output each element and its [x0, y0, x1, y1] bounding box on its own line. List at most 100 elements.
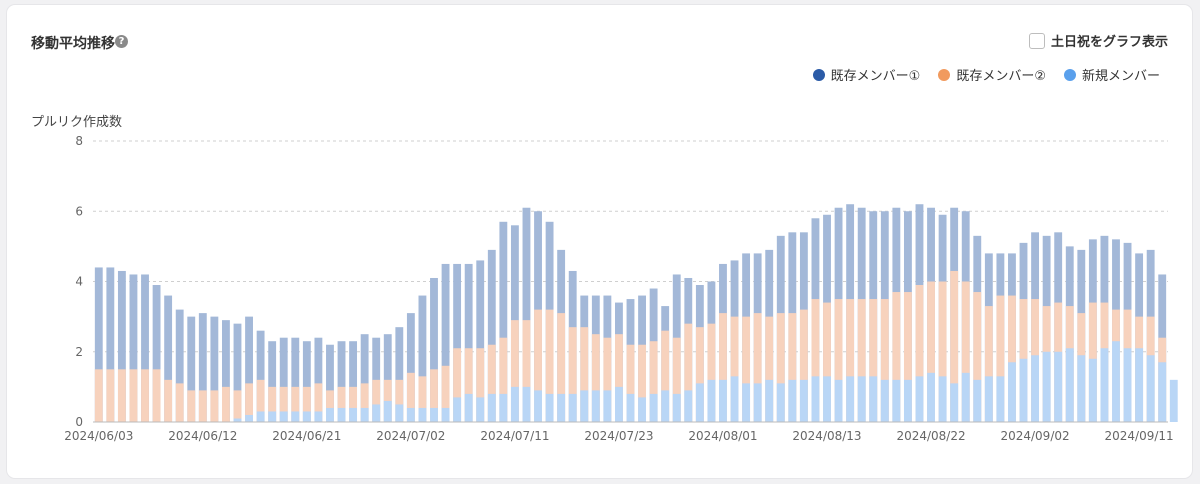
bar-new: [834, 379, 843, 422]
bar-new: [1042, 351, 1051, 422]
bar-existing2: [198, 390, 207, 422]
bar-new: [719, 379, 727, 422]
bar-existing1: [441, 263, 450, 422]
bar-existing2: [915, 285, 924, 422]
bar-new: [430, 407, 438, 422]
bar-existing2: [823, 302, 831, 422]
legend-label-existing1: 既存メンバー①: [830, 69, 921, 84]
bar-existing1: [487, 249, 496, 422]
legend-existing1[interactable]: 既存メンバー①: [812, 65, 921, 84]
bar-new: [938, 376, 947, 422]
bar-existing2: [256, 379, 265, 422]
help-icon[interactable]: ?: [115, 35, 128, 48]
bar-new: [499, 393, 508, 422]
bar-new: [730, 376, 739, 422]
bar-existing2: [545, 309, 554, 422]
weekend-toggle[interactable]: 土日祝をグラフ表示: [1028, 31, 1168, 50]
bar-new: [314, 411, 323, 422]
bar-new: [476, 397, 485, 422]
bar-existing1: [164, 295, 173, 422]
x-tick-label: 2024/06/21: [272, 429, 341, 443]
bar-existing1: [106, 267, 115, 422]
bar-existing2: [557, 313, 566, 422]
legend-new[interactable]: 新規メンバー: [1063, 65, 1160, 84]
bar-new: [1065, 348, 1074, 422]
bar-new: [1123, 348, 1132, 422]
bar-new: [1054, 351, 1063, 422]
bar-existing2: [314, 383, 323, 422]
bar-new: [1088, 358, 1097, 422]
bar-new: [915, 376, 924, 422]
bar-existing1: [233, 323, 242, 422]
bar-new: [776, 383, 785, 422]
bar-existing1: [476, 260, 485, 422]
bar-new: [661, 390, 670, 422]
legend-dot-new: [1063, 68, 1076, 81]
bar-existing2: [510, 320, 519, 422]
x-tick-label: 2024/09/11: [1105, 429, 1174, 443]
bar-existing1: [256, 330, 265, 422]
bar-existing2: [476, 348, 485, 422]
bar-new: [869, 376, 878, 422]
bar-existing2: [973, 292, 982, 422]
bar-existing1: [268, 341, 277, 422]
x-tick-label: 2024/06/12: [168, 429, 237, 443]
legend-label-new: 新規メンバー: [1081, 69, 1160, 84]
bar-existing2: [302, 386, 311, 422]
bar-existing1: [152, 285, 161, 422]
bar-new: [638, 397, 646, 422]
bar-existing2: [129, 369, 138, 422]
y-tick-label: 8: [75, 134, 83, 148]
bar-new: [649, 393, 658, 422]
bar-new: [603, 390, 612, 422]
bar-new: [1169, 379, 1178, 422]
weekend-checkbox[interactable]: [1028, 32, 1045, 49]
y-tick-label: 2: [75, 345, 83, 359]
bar-new: [326, 407, 334, 422]
bar-new: [591, 390, 600, 422]
bar-new: [418, 407, 427, 422]
bar-new: [672, 393, 681, 422]
bar-new: [1019, 358, 1028, 422]
bar-new: [279, 411, 288, 422]
bar-existing1: [245, 316, 253, 422]
bar-new: [892, 379, 901, 422]
legend-existing2[interactable]: 既存メンバー②: [938, 65, 1046, 84]
bar-new: [984, 376, 993, 422]
bar-existing2: [846, 299, 855, 422]
bar-existing1: [395, 327, 404, 422]
bar-new: [372, 404, 381, 422]
bar-new: [996, 376, 1005, 422]
x-tick-label: 2024/08/13: [792, 429, 861, 443]
bar-existing2: [141, 369, 149, 422]
bar-new: [534, 390, 542, 422]
bar-new: [487, 393, 496, 422]
bar-existing2: [649, 341, 658, 422]
bar-existing2: [117, 369, 126, 422]
bar-existing2: [326, 390, 334, 422]
bar-new: [927, 372, 935, 422]
x-tick-label: 2024/08/01: [688, 429, 757, 443]
bar-existing2: [961, 281, 970, 422]
bar-existing2: [418, 376, 427, 422]
bar-existing2: [811, 299, 820, 422]
bar-new: [245, 414, 253, 422]
bar-existing1: [326, 344, 334, 422]
bar-existing1: [94, 267, 103, 422]
bar-existing2: [233, 390, 242, 422]
bar-existing1: [302, 341, 311, 422]
bar-existing1: [453, 263, 462, 422]
bar-existing1: [198, 313, 207, 422]
bar-new: [522, 386, 531, 422]
bar-new: [256, 411, 265, 422]
bar-existing2: [187, 390, 196, 422]
bar-existing2: [615, 334, 623, 422]
bar-existing1: [129, 274, 138, 422]
bar-existing2: [464, 348, 473, 422]
bar-new: [823, 376, 831, 422]
bar-existing2: [684, 323, 693, 422]
bar-existing2: [938, 281, 947, 422]
bar-new: [615, 386, 623, 422]
bar-existing2: [869, 299, 878, 422]
bar-new: [742, 383, 751, 422]
